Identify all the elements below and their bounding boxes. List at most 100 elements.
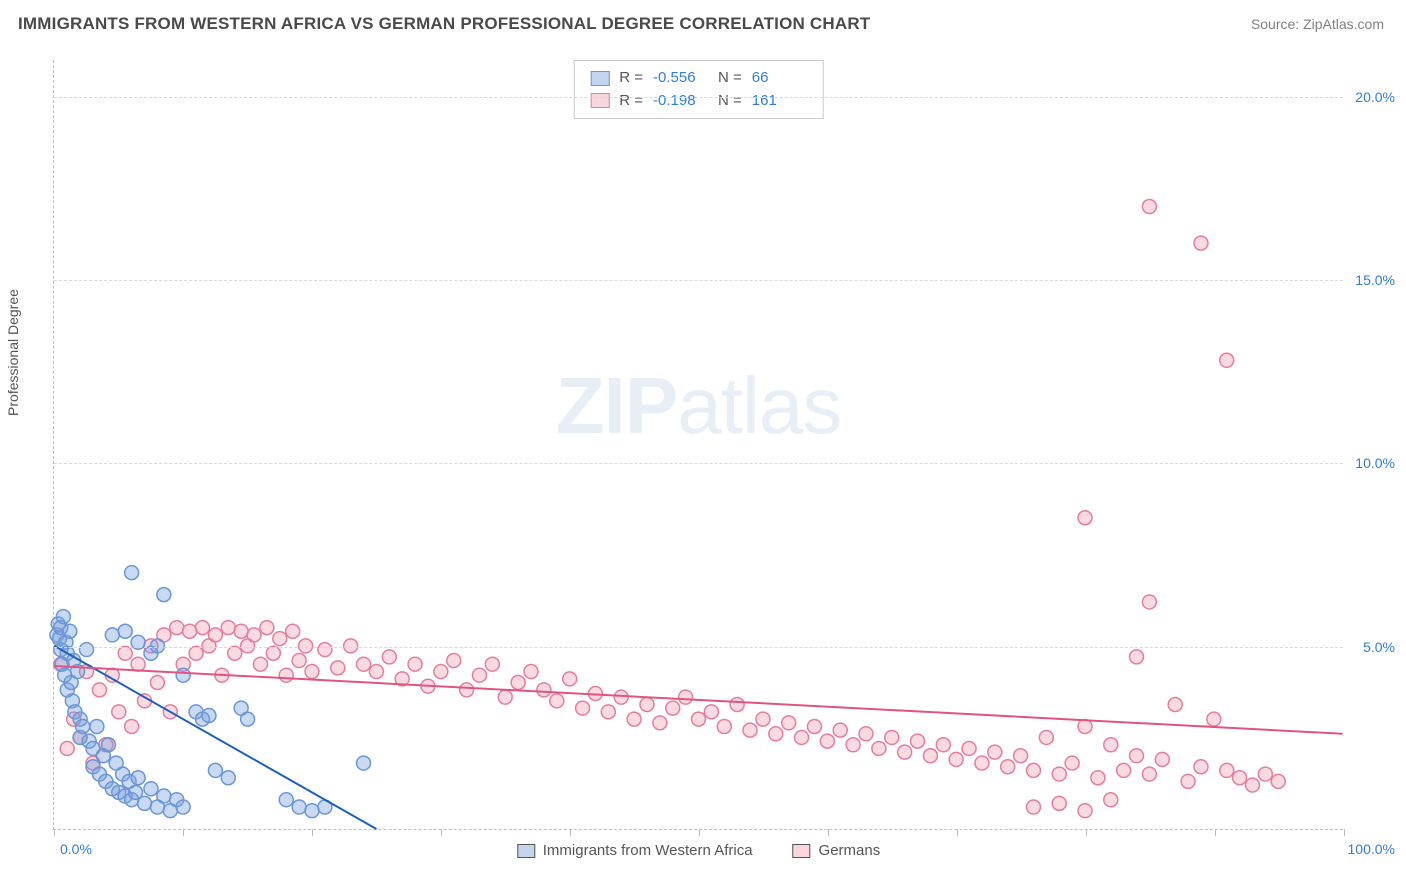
stats-r-label: R =	[619, 90, 643, 113]
scatter-point	[189, 646, 203, 660]
xtick	[570, 829, 571, 836]
legend-label-pink: Germans	[819, 842, 881, 859]
scatter-point	[1142, 595, 1156, 609]
scatter-point	[859, 727, 873, 741]
scatter-point	[118, 646, 132, 660]
scatter-point	[601, 705, 615, 719]
scatter-point	[885, 730, 899, 744]
scatter-point	[260, 621, 274, 635]
title-bar: IMMIGRANTS FROM WESTERN AFRICA VS GERMAN…	[0, 0, 1406, 44]
scatter-point	[202, 708, 216, 722]
scatter-point	[1026, 800, 1040, 814]
scatter-point	[563, 672, 577, 686]
scatter-point	[962, 741, 976, 755]
scatter-point	[640, 698, 654, 712]
stats-row-pink: R = -0.198 N = 161	[590, 90, 807, 113]
legend-swatch-pink	[793, 844, 811, 858]
stats-n-label: N =	[718, 67, 742, 90]
scatter-point	[498, 690, 512, 704]
scatter-point	[1117, 763, 1131, 777]
scatter-point	[1026, 763, 1040, 777]
scatter-point	[782, 716, 796, 730]
scatter-point	[63, 624, 77, 638]
xtick	[1344, 829, 1345, 836]
scatter-point	[1194, 760, 1208, 774]
scatter-point	[846, 738, 860, 752]
scatter-point	[807, 719, 821, 733]
scatter-point	[101, 738, 115, 752]
scatter-point	[253, 657, 267, 671]
scatter-point	[80, 643, 94, 657]
xtick-label: 0.0%	[60, 841, 92, 857]
stats-r-label: R =	[619, 67, 643, 90]
scatter-point	[273, 632, 287, 646]
scatter-point	[795, 730, 809, 744]
scatter-point	[176, 668, 190, 682]
scatter-point	[357, 657, 371, 671]
scatter-point	[1078, 719, 1092, 733]
chart-container: Professional Degree ZIPatlas R = -0.556 …	[18, 50, 1388, 842]
scatter-point	[975, 756, 989, 770]
scatter-point	[1142, 199, 1156, 213]
scatter-point	[138, 796, 152, 810]
gridline	[54, 280, 1343, 281]
scatter-point	[627, 712, 641, 726]
stats-row-blue: R = -0.556 N = 66	[590, 67, 807, 90]
scatter-point	[485, 657, 499, 671]
scatter-point	[1130, 650, 1144, 664]
scatter-point	[286, 624, 300, 638]
scatter-point	[266, 646, 280, 660]
scatter-point	[221, 771, 235, 785]
scatter-point	[183, 624, 197, 638]
scatter-point	[369, 665, 383, 679]
scatter-point	[1001, 760, 1015, 774]
scatter-point	[357, 756, 371, 770]
y-axis-label: Professional Degree	[5, 289, 21, 416]
scatter-point	[157, 789, 171, 803]
scatter-point	[208, 763, 222, 777]
scatter-point	[923, 749, 937, 763]
xtick	[441, 829, 442, 836]
scatter-point	[157, 588, 171, 602]
scatter-point	[318, 643, 332, 657]
scatter-point	[524, 665, 538, 679]
scatter-point	[1258, 767, 1272, 781]
scatter-point	[666, 701, 680, 715]
scatter-point	[208, 628, 222, 642]
scatter-point	[176, 800, 190, 814]
scatter-point	[292, 800, 306, 814]
scatter-point	[1104, 793, 1118, 807]
scatter-point	[1155, 752, 1169, 766]
chart-title: IMMIGRANTS FROM WESTERN AFRICA VS GERMAN…	[18, 14, 870, 34]
scatter-point	[1168, 698, 1182, 712]
scatter-point	[1052, 767, 1066, 781]
scatter-point	[434, 665, 448, 679]
scatter-point	[653, 716, 667, 730]
scatter-point	[1078, 511, 1092, 525]
scatter-point	[833, 723, 847, 737]
gridline	[54, 463, 1343, 464]
scatter-point	[221, 621, 235, 635]
gridline	[54, 97, 1343, 98]
stats-n-blue: 66	[752, 67, 807, 90]
scatter-point	[898, 745, 912, 759]
scatter-point	[1181, 774, 1195, 788]
gridline	[54, 647, 1343, 648]
scatter-point	[447, 654, 461, 668]
scatter-point	[228, 646, 242, 660]
scatter-point	[170, 621, 184, 635]
xtick-label: 100.0%	[1348, 841, 1395, 857]
xtick	[828, 829, 829, 836]
scatter-point	[144, 782, 158, 796]
scatter-point	[150, 676, 164, 690]
xtick	[183, 829, 184, 836]
scatter-point	[911, 734, 925, 748]
scatter-point	[125, 719, 139, 733]
scatter-point	[743, 723, 757, 737]
legend-label-blue: Immigrants from Western Africa	[543, 842, 753, 859]
scatter-point	[112, 705, 126, 719]
stats-n-pink: 161	[752, 90, 807, 113]
scatter-point	[247, 628, 261, 642]
scatter-point	[125, 566, 139, 580]
scatter-point	[730, 698, 744, 712]
